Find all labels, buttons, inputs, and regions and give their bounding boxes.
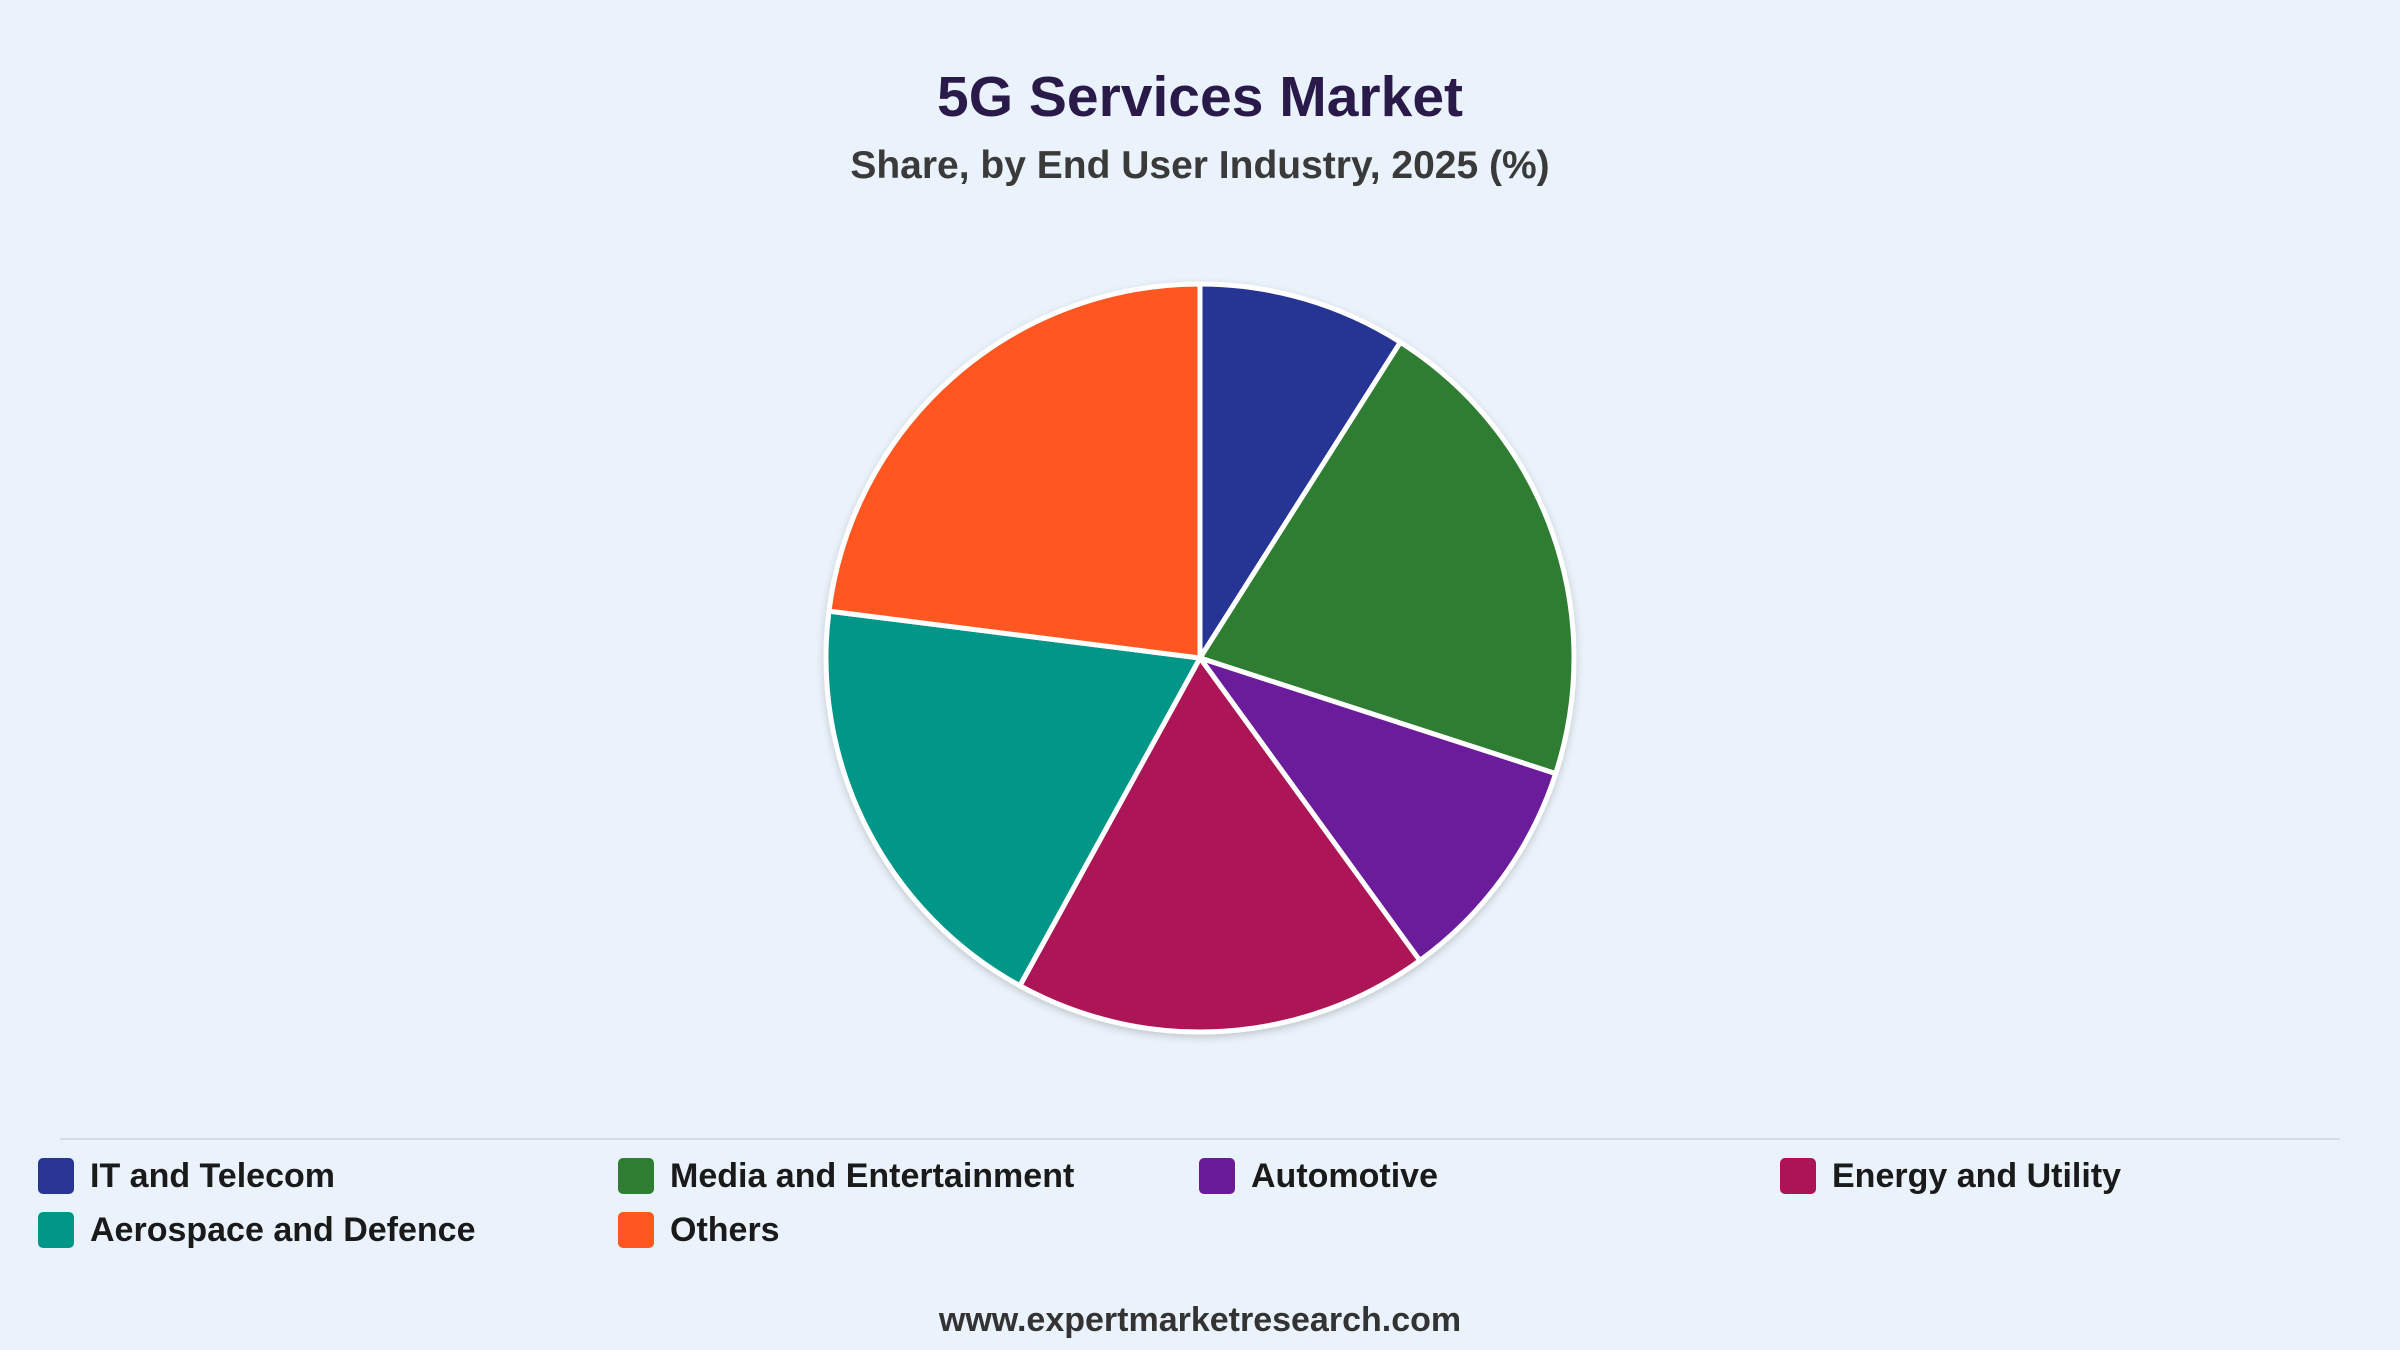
legend-item-automotive[interactable]: Automotive (1199, 1156, 1438, 1196)
legend-label: Media and Entertainment (670, 1156, 1075, 1195)
legend-label: Energy and Utility (1832, 1156, 2122, 1195)
pie-slice-others[interactable] (826, 281, 1203, 661)
legend-swatch (1199, 1158, 1235, 1194)
pie-slice-automotive[interactable] (1197, 655, 1559, 964)
legend-divider (60, 1138, 2340, 1140)
legend-label: IT and Telecom (90, 1156, 335, 1195)
pie-slice-aerospace-and-defence[interactable] (823, 608, 1203, 989)
pie-slice-it-and-telecom[interactable] (1197, 281, 1403, 661)
legend-item-aerospace-and-defence[interactable]: Aerospace and Defence (38, 1210, 476, 1250)
legend-swatch (1780, 1158, 1816, 1194)
legend-label: Automotive (1251, 1156, 1438, 1195)
legend-swatch (618, 1212, 654, 1248)
pie-slice-energy-and-utility[interactable] (1017, 655, 1423, 1035)
legend-item-energy-and-utility[interactable]: Energy and Utility (1780, 1156, 2121, 1196)
legend-swatch (618, 1158, 654, 1194)
legend-label: Aerospace and Defence (90, 1210, 476, 1249)
pie-chart (823, 281, 1577, 1035)
legend-item-it-and-telecom[interactable]: IT and Telecom (38, 1156, 335, 1196)
legend-item-media-and-entertainment[interactable]: Media and Entertainment (618, 1156, 1074, 1196)
legend-swatch (38, 1158, 74, 1194)
legend-swatch (38, 1212, 74, 1248)
legend-item-others[interactable]: Others (618, 1210, 780, 1250)
legend-label: Others (670, 1210, 780, 1249)
chart-subtitle: Share, by End User Industry, 2025 (%) (850, 144, 1550, 187)
pie-slice-media-and-entertainment[interactable] (1197, 339, 1577, 777)
source-url: www.expertmarketresearch.com (938, 1301, 1462, 1339)
chart-title: 5G Services Market (937, 65, 1463, 129)
